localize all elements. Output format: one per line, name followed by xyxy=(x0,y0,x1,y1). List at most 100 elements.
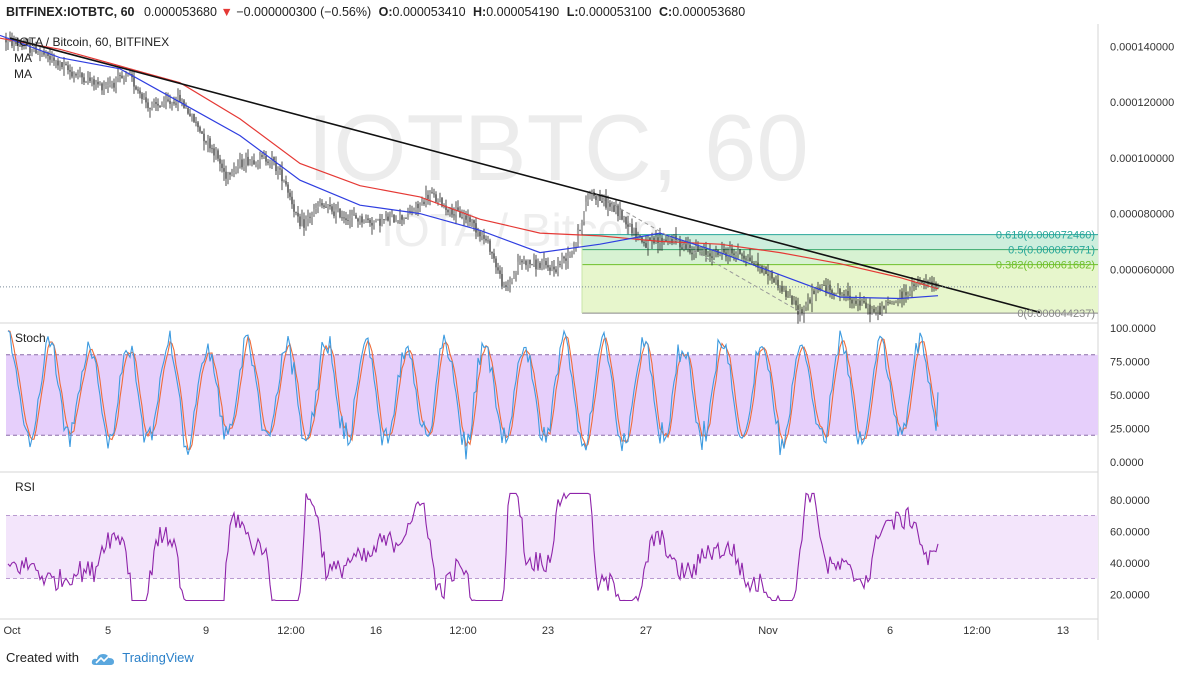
candle-body xyxy=(345,218,347,221)
candle-body xyxy=(701,250,703,252)
candle-body xyxy=(401,215,403,220)
candle-body xyxy=(437,199,439,202)
candle-body xyxy=(785,290,787,297)
candle-body xyxy=(221,163,223,169)
rsi-axis: 80.0000 60.0000 40.0000 20.0000 xyxy=(1110,495,1150,602)
price-axis[interactable]: 0.000140000 0.000120000 0.000100000 0.00008… xyxy=(1110,42,1174,277)
time-tick-label: 5 xyxy=(105,625,111,637)
candle-body xyxy=(419,204,421,209)
candle-body xyxy=(703,249,705,251)
candle-body xyxy=(683,244,685,250)
candle-body xyxy=(517,261,519,272)
descending-trendline[interactable] xyxy=(9,37,1041,314)
candle-body xyxy=(917,282,919,287)
legend-pair: IOTA / Bitcoin, 60, BITFINEX xyxy=(16,35,169,49)
candle-body xyxy=(743,255,745,259)
candle-body xyxy=(767,274,769,276)
candle-body xyxy=(371,222,373,226)
candle-body xyxy=(11,38,13,46)
candle-body xyxy=(619,210,621,217)
candle-body xyxy=(783,290,785,292)
price-tick-label: 0.000080000 xyxy=(1110,209,1174,221)
candle-body xyxy=(329,204,331,207)
candle-body xyxy=(885,301,887,309)
candle-body xyxy=(471,220,473,222)
candle-body xyxy=(549,267,551,271)
candle-body xyxy=(211,148,213,150)
candle-body xyxy=(707,253,709,255)
candle-body xyxy=(543,260,545,266)
candle-body xyxy=(389,216,391,221)
candle-body xyxy=(469,217,471,222)
price-tick-label: 0.000100000 xyxy=(1110,153,1174,165)
candle-body xyxy=(405,218,407,219)
candle-body xyxy=(93,79,95,85)
candle-body xyxy=(287,184,289,193)
candle-body xyxy=(165,99,167,101)
candle-body xyxy=(195,121,197,123)
candle-body xyxy=(375,219,377,222)
candle-body xyxy=(449,208,451,213)
time-tick-label: 27 xyxy=(640,625,652,637)
close-value: 0.000053680 xyxy=(672,5,746,19)
candle-body xyxy=(625,216,627,225)
candle-body xyxy=(37,53,39,54)
candle-body xyxy=(359,216,361,222)
candle-body xyxy=(873,308,875,312)
candle-body xyxy=(495,258,497,268)
candle-body xyxy=(643,241,645,244)
candle-body xyxy=(353,214,355,216)
candle-body xyxy=(275,161,277,172)
candle-body xyxy=(609,202,611,207)
candle-body xyxy=(15,40,17,44)
candle-body xyxy=(427,194,429,199)
time-tick-label: 12:00 xyxy=(963,625,991,637)
candle-body xyxy=(585,201,587,212)
legend-ma-1: MA xyxy=(14,51,32,65)
tradingview-link[interactable]: TradingView xyxy=(122,650,194,665)
candle-body xyxy=(73,74,75,77)
fib-level-label: 0.618(0.000072460) xyxy=(996,230,1095,242)
candle-body xyxy=(861,300,863,306)
candle-body xyxy=(665,239,667,242)
candle-body xyxy=(83,77,85,83)
candle-body xyxy=(771,272,773,279)
candle-body xyxy=(451,208,453,215)
time-tick-label: 6 xyxy=(887,625,893,637)
candle-body xyxy=(145,97,147,103)
candle-body xyxy=(263,156,265,157)
candle-body xyxy=(179,94,181,102)
candle-body xyxy=(559,264,561,265)
candle-body xyxy=(269,161,271,163)
candle-body xyxy=(351,214,353,219)
candle-body xyxy=(659,237,661,243)
candle-body xyxy=(177,94,179,105)
candle-body xyxy=(757,262,759,268)
time-axis[interactable]: Oct 5 9 12:00 16 12:00 23 27 Nov 6 12:00 13 xyxy=(3,625,1069,637)
candle-body xyxy=(911,284,913,291)
candle-body xyxy=(209,138,211,149)
candle-body xyxy=(141,93,143,99)
candle-body xyxy=(617,205,619,217)
candle-body xyxy=(745,258,747,260)
candle-body xyxy=(651,237,653,241)
candle-body xyxy=(295,211,297,213)
candle-body xyxy=(245,156,247,166)
candle-body xyxy=(21,45,23,48)
candle-body xyxy=(105,85,107,87)
candle-body xyxy=(415,203,417,211)
candle-body xyxy=(111,82,113,84)
fib-diagonal-dashed-line xyxy=(589,190,801,313)
candle-body xyxy=(827,284,829,294)
high-value: 0.000054190 xyxy=(486,5,560,19)
candle-body xyxy=(261,155,263,157)
candle-body xyxy=(925,281,927,286)
candle-body xyxy=(13,40,15,46)
candle-body xyxy=(431,192,433,194)
candle-body xyxy=(199,127,201,132)
candle-body xyxy=(693,251,695,255)
candle-body xyxy=(161,104,163,107)
candle-body xyxy=(621,210,623,220)
candle-body xyxy=(919,281,921,283)
